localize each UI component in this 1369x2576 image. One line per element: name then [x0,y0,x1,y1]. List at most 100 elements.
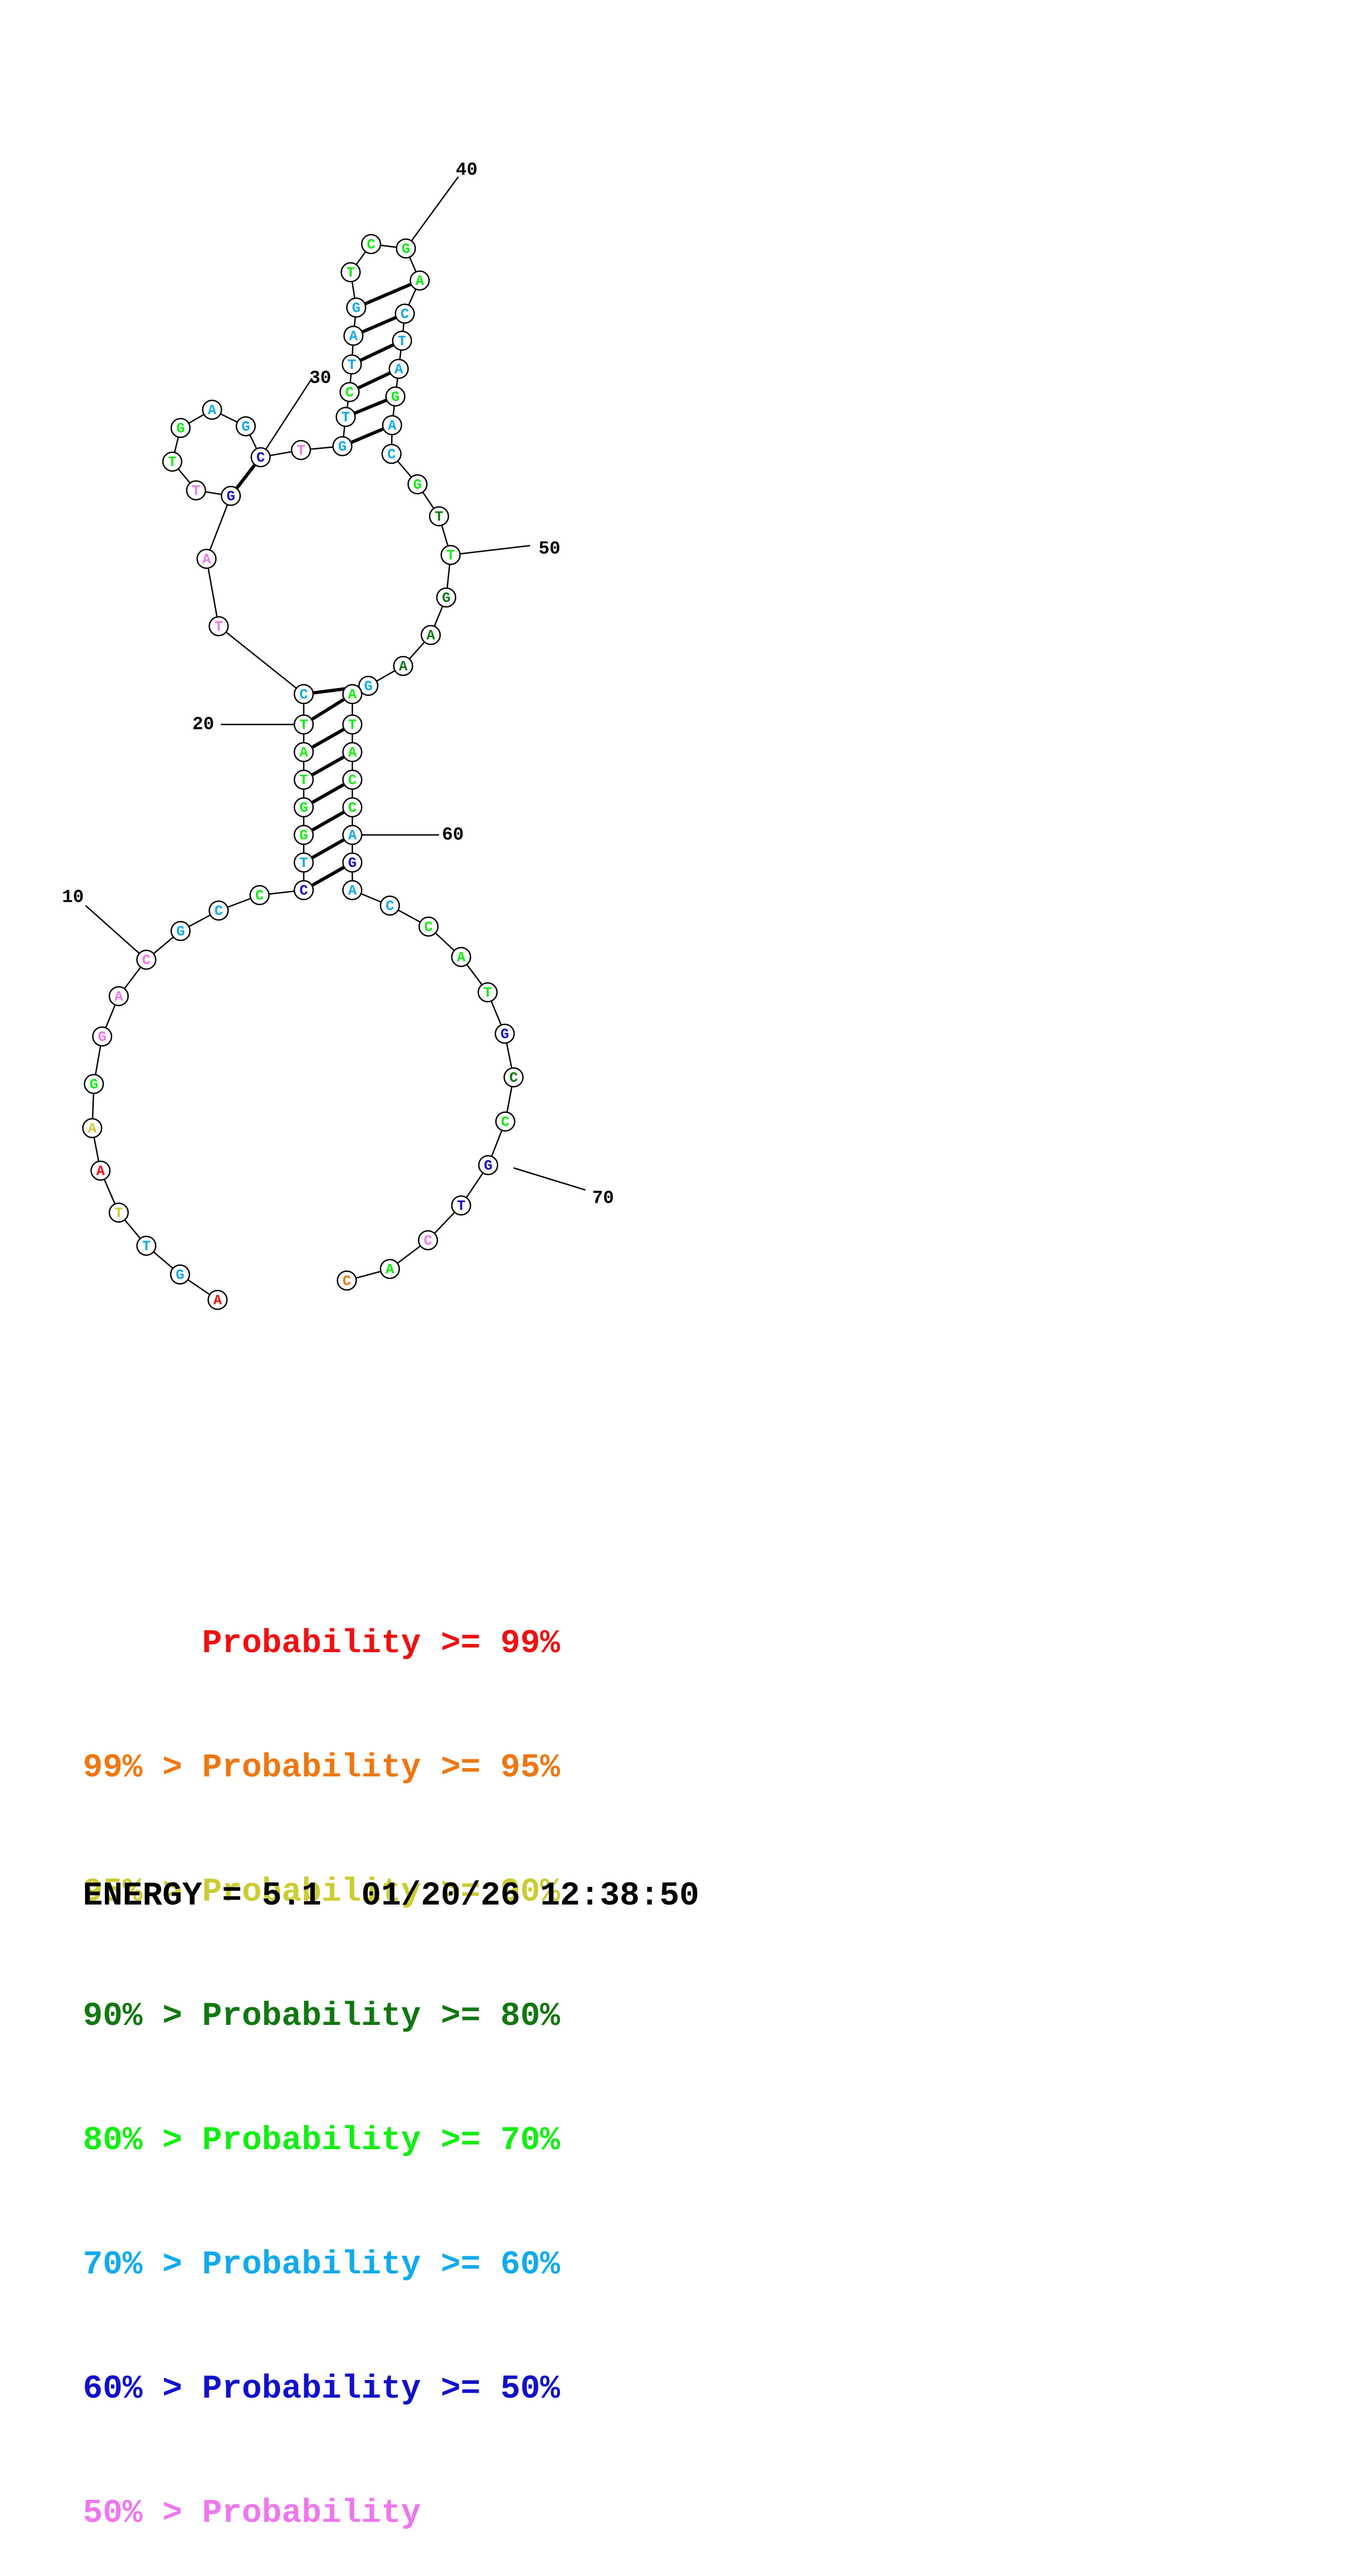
nucleotide: A [382,415,403,436]
nucleotide-letter: G [348,855,357,871]
nucleotide-circle [90,1160,111,1181]
backbone-segment [205,495,232,559]
nucleotide-letter: A [457,949,466,966]
nucleotide: A [90,1160,111,1181]
position-label: 70 [592,1188,614,1209]
nucleotide: A [379,1258,400,1279]
nucleotide-circle [343,325,364,346]
nucleotide-letter: G [352,300,361,316]
nucleotide-circle [495,1111,516,1132]
position-tick-line [513,1167,586,1191]
nucleotide-letter: C [400,306,409,322]
nucleotide: T [293,769,314,790]
nucleotide-circle [202,399,223,420]
nucleotide: G [395,238,416,259]
nucleotide-letter: A [426,627,435,644]
position-label: 40 [456,160,478,181]
nucleotide-circle [170,1264,191,1285]
nucleotide-letter: T [446,547,455,564]
nucleotide-circle [250,447,271,468]
nucleotide-circle [220,485,241,506]
nucleotide-circle [342,797,363,818]
nucleotide: T [451,1195,472,1216]
nucleotide-circle [341,354,362,375]
nucleotide-letter: T [214,618,223,635]
nucleotide-circle [196,548,217,569]
nucleotide-circle [170,417,191,438]
nucleotide-letter: C [342,1273,351,1289]
nucleotide-letter: G [413,477,422,493]
nucleotide-letter: G [176,923,185,940]
nucleotide-letter: A [96,1163,105,1179]
nucleotide: G [407,474,428,495]
nucleotide-circle [361,234,382,255]
nucleotide: A [342,742,363,763]
nucleotide: G [170,1264,191,1285]
nucleotide-circle [293,742,314,763]
nucleotide-circle [108,1202,129,1223]
backbone-segment [205,558,220,627]
legend-row-60: 70% > Probability >= 60% [83,2246,561,2284]
nucleotide-circle [170,921,191,941]
nucleotide-circle [293,684,314,705]
legend-row-99: Probability >= 99% [83,1625,561,1663]
nucleotide-letter: A [213,1292,222,1309]
nucleotide-circle [342,684,363,705]
nucleotide: G [342,852,363,873]
nucleotide-circle [451,946,472,967]
nucleotide: G [92,1026,113,1047]
nucleotide-letter: G [364,678,373,695]
nucleotide-letter: T [483,985,492,1001]
nucleotide-letter: G [500,1026,509,1043]
nucleotide: A [342,880,363,901]
nucleotide-circle [162,451,183,472]
nucleotide: G [220,485,241,506]
backbone-segment [218,626,304,695]
nucleotide-circle [342,714,363,735]
position-tick-line [260,378,313,458]
nucleotide-circle [382,415,403,436]
position-label: 10 [62,887,84,908]
nucleotide-circle [208,616,229,637]
nucleotide: A [393,655,414,676]
nucleotide: G [436,587,457,608]
nucleotide-circle [83,1073,104,1094]
legend-row-95: 99% > Probability >= 95% [83,1749,561,1787]
nucleotide: T [186,480,207,501]
nucleotide: C [339,382,360,403]
nucleotide-letter: G [338,438,347,455]
nucleotide-circle [385,386,406,407]
nucleotide-letter: A [202,551,211,568]
nucleotide-circle [108,986,129,1007]
nucleotide: C [208,900,229,921]
nucleotide-circle [290,440,311,461]
nucleotide: T [342,714,363,735]
nucleotide-letter: A [349,328,358,345]
nucleotide-letter: G [176,420,185,437]
nucleotide: G [385,386,406,407]
nucleotide: A [343,325,364,346]
nucleotide-letter: G [442,590,451,606]
position-tick-layer: 10 20 30 40 50 60 70 [62,160,614,1209]
nucleotide-circle [407,474,428,495]
nucleotide-circle [340,262,361,283]
nucleotide: A [82,1118,103,1139]
nucleotide: C [503,1067,524,1088]
nucleotide: A [409,270,430,291]
nucleotide-letter: C [387,446,396,463]
nucleotide-circle [186,480,207,501]
nucleotide-letter: T [142,1238,151,1255]
nucleotide-letter: C [509,1070,518,1086]
nucleotide-circle [342,769,363,790]
nucleotide: G [235,416,256,437]
nucleotide-circle [409,270,430,291]
nucleotide-letter: C [424,1233,432,1249]
nucleotide-circle [477,982,498,1003]
position-label: 60 [442,825,464,845]
nucleotide-circle [342,852,363,873]
nucleotide: T [108,1202,129,1223]
nucleotide: T [429,506,450,527]
nucleotide-letter: C [348,800,357,816]
nucleotide-circle [249,885,270,906]
nucleotide-circle [395,238,416,259]
